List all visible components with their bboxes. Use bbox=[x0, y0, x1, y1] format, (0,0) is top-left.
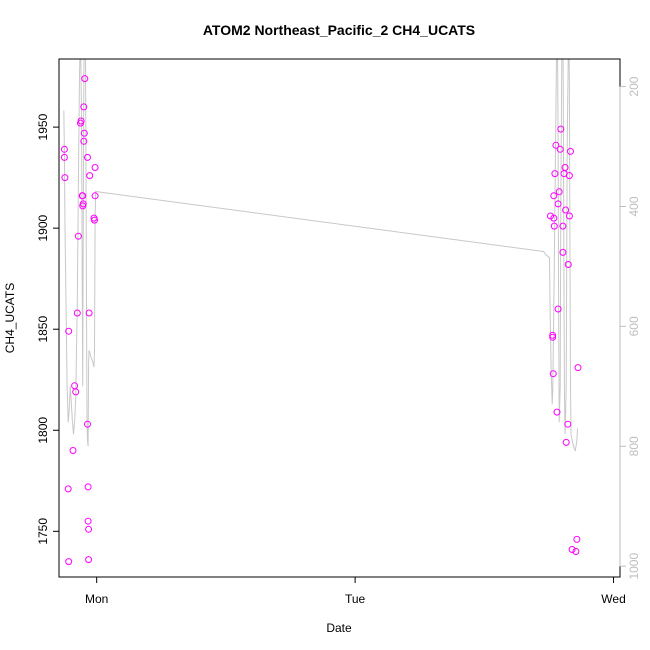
data-point bbox=[554, 200, 562, 208]
data-point bbox=[79, 200, 87, 208]
right-tick-label: 1000 bbox=[627, 553, 641, 580]
x-tick-label: Wed bbox=[601, 592, 625, 606]
y-tick-label: 1800 bbox=[36, 417, 50, 444]
right-tick-label: 800 bbox=[627, 436, 641, 456]
right-tick-label: 400 bbox=[627, 196, 641, 216]
data-point bbox=[550, 192, 558, 200]
x-tick-label: Tue bbox=[345, 592, 366, 606]
y-tick-label: 1950 bbox=[36, 113, 50, 140]
data-point bbox=[72, 388, 80, 396]
right-axis: 200 400 600 800 1000 bbox=[619, 76, 641, 580]
y-tick-label: 1850 bbox=[36, 316, 50, 343]
data-point bbox=[85, 525, 93, 533]
data-point bbox=[564, 261, 572, 268]
data-point bbox=[556, 145, 564, 153]
data-point bbox=[80, 103, 88, 111]
data-point bbox=[91, 192, 99, 200]
data-point bbox=[555, 188, 563, 196]
data-point bbox=[565, 172, 573, 180]
data-point bbox=[572, 548, 580, 555]
data-point bbox=[91, 216, 98, 224]
plot-area bbox=[60, 59, 582, 566]
data-point bbox=[568, 546, 576, 553]
data-point bbox=[567, 147, 574, 155]
pressure-line-layer bbox=[63, 59, 578, 452]
data-point bbox=[557, 125, 565, 133]
data-point bbox=[84, 517, 92, 525]
data-point bbox=[60, 153, 68, 161]
data-point bbox=[550, 222, 558, 230]
data-point bbox=[80, 129, 88, 137]
data-point bbox=[61, 174, 69, 182]
data-point bbox=[65, 558, 73, 566]
y-tick-label: 1900 bbox=[36, 214, 50, 241]
data-point bbox=[60, 145, 68, 153]
x-tick-label: Mon bbox=[85, 592, 108, 606]
data-point bbox=[565, 212, 573, 220]
data-point bbox=[549, 370, 557, 378]
data-point bbox=[85, 309, 93, 317]
data-point bbox=[559, 222, 567, 230]
data-point bbox=[74, 232, 82, 240]
data-point bbox=[73, 309, 81, 317]
data-point bbox=[86, 172, 94, 180]
data-point bbox=[561, 164, 569, 171]
data-point bbox=[564, 420, 572, 428]
right-tick-label: 200 bbox=[627, 76, 641, 96]
data-point bbox=[552, 141, 560, 149]
data-point bbox=[574, 364, 582, 372]
data-point bbox=[554, 305, 562, 313]
data-point bbox=[81, 75, 89, 83]
x-axis: Mon Tue Wed bbox=[85, 576, 626, 606]
data-point bbox=[551, 170, 559, 178]
right-tick-label: 600 bbox=[627, 316, 641, 336]
pressure-series-line bbox=[63, 59, 578, 452]
data-points-layer bbox=[60, 75, 582, 566]
data-point bbox=[573, 535, 581, 543]
data-point bbox=[562, 206, 570, 214]
data-point bbox=[77, 117, 85, 125]
data-point bbox=[64, 485, 72, 493]
data-point bbox=[553, 408, 561, 416]
data-point bbox=[69, 447, 77, 454]
data-point bbox=[562, 438, 570, 446]
data-point bbox=[91, 164, 99, 171]
data-point bbox=[84, 483, 92, 491]
data-point bbox=[550, 214, 558, 222]
data-point bbox=[549, 331, 557, 339]
data-point bbox=[84, 153, 91, 161]
x-axis-label: Date bbox=[326, 621, 352, 635]
y-tick-label: 1750 bbox=[36, 518, 50, 545]
data-point bbox=[65, 327, 73, 335]
y-axis-label: CH4_UCATS bbox=[3, 283, 17, 353]
y-axis: 1750 1800 1850 1900 1950 bbox=[36, 113, 59, 545]
chart-title: ATOM2 Northeast_Pacific_2 CH4_UCATS bbox=[203, 22, 475, 38]
data-point bbox=[84, 420, 91, 428]
data-point bbox=[549, 333, 557, 341]
data-point bbox=[79, 192, 87, 200]
data-point bbox=[559, 248, 567, 256]
data-point bbox=[80, 137, 88, 145]
data-point bbox=[85, 556, 93, 564]
